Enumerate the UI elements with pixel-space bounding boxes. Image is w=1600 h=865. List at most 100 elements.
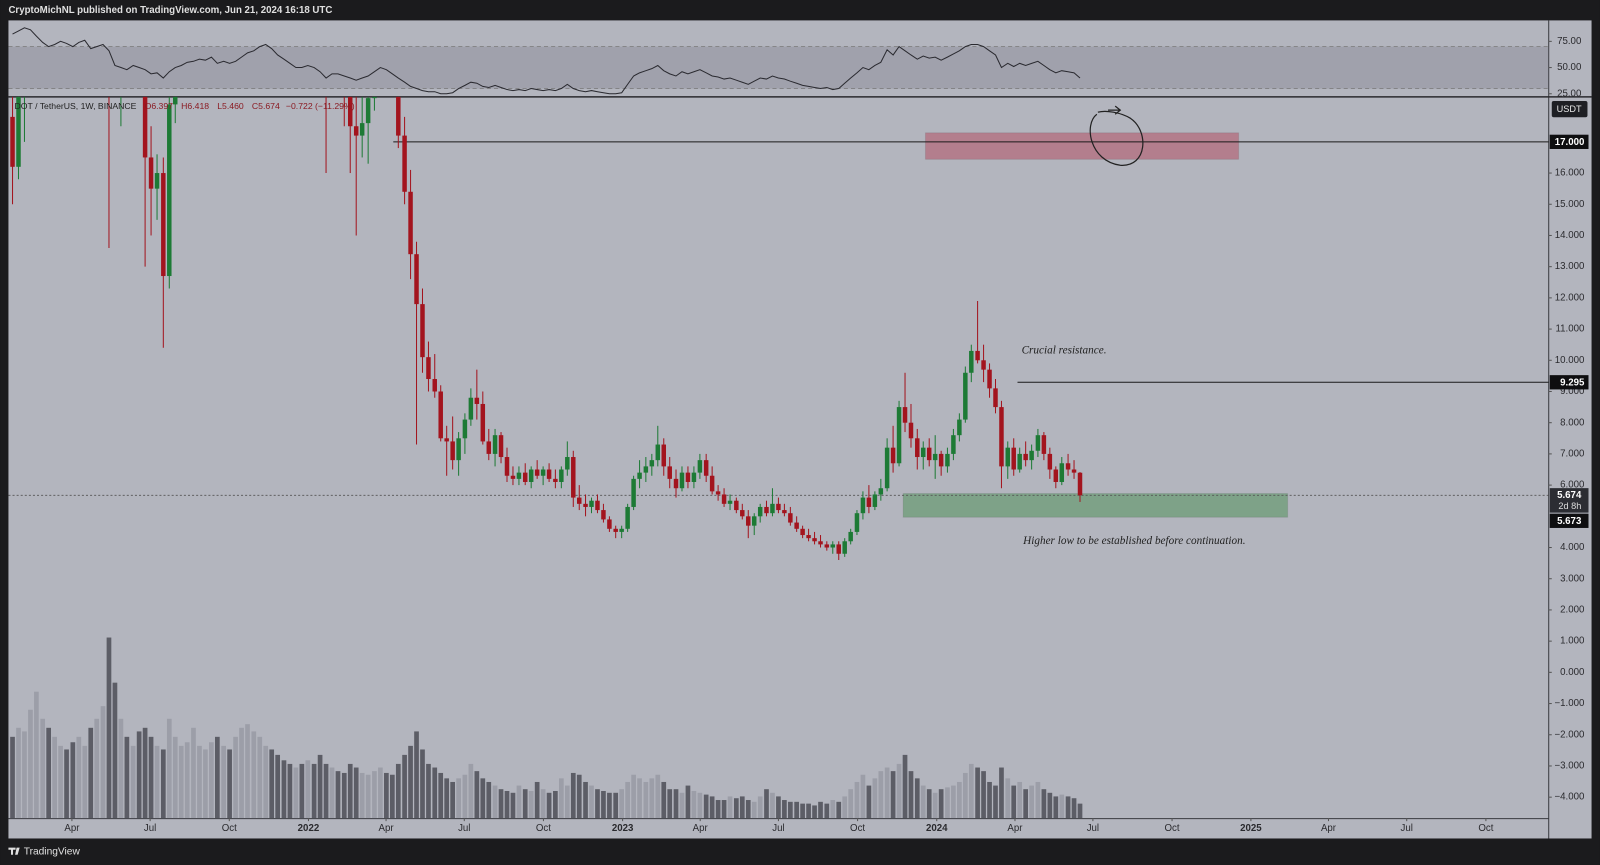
- volume-bar: [287, 763, 293, 819]
- volume-bar: [546, 792, 552, 819]
- volume-bar: [727, 796, 733, 819]
- volume-bar: [685, 785, 691, 819]
- candle-body: [522, 472, 528, 482]
- candle-body: [691, 472, 697, 482]
- x-tick-label: 2023: [612, 823, 634, 834]
- candle-body: [842, 541, 847, 554]
- candle-body: [824, 544, 830, 548]
- volume-bar: [100, 706, 106, 819]
- volume-bar: [1077, 803, 1083, 819]
- candle-body: [902, 407, 908, 423]
- y-tick-label: −1.000: [1555, 698, 1586, 709]
- candle-body: [655, 444, 661, 461]
- volume-bar: [293, 767, 299, 819]
- volume-bar: [999, 767, 1004, 819]
- x-tick-label: Apr: [64, 823, 80, 834]
- volume-bar: [703, 794, 709, 819]
- rsi-tick-label: 75.00: [1557, 36, 1582, 47]
- volume-bar: [679, 792, 685, 819]
- zone: [924, 132, 1240, 160]
- x-tick-label: 2025: [1240, 823, 1262, 834]
- volume-bar: [806, 803, 811, 819]
- x-tick-label: Oct: [536, 823, 551, 834]
- volume-bar: [920, 785, 926, 819]
- volume-bar: [1071, 798, 1077, 819]
- candle-body: [1005, 447, 1010, 467]
- candle-body: [848, 531, 853, 542]
- brand-name: TradingView: [24, 846, 81, 857]
- candle-body: [504, 457, 510, 476]
- volume-bar: [462, 774, 468, 819]
- volume-bar: [209, 742, 214, 819]
- volume-bar: [510, 792, 516, 819]
- candle-body: [975, 350, 980, 361]
- candle-body: [347, 96, 353, 127]
- y-tick-label: 14.000: [1555, 230, 1585, 241]
- candle-body: [908, 422, 914, 439]
- volume-bar: [480, 778, 486, 819]
- volume-bar: [46, 727, 52, 819]
- x-tick-label: Jul: [1087, 823, 1099, 834]
- volume-bar: [124, 736, 130, 819]
- volume-bar: [1017, 781, 1023, 819]
- volume-bar: [558, 778, 564, 819]
- volume-bar: [884, 767, 890, 819]
- candle-body: [1053, 469, 1059, 482]
- legend-item: DOT / TetherUS, 1W, BINANCE: [15, 101, 137, 111]
- x-tick-label: Apr: [1321, 823, 1337, 834]
- candle-body: [987, 369, 992, 389]
- price-badge: [1549, 134, 1589, 149]
- candle-body: [721, 494, 727, 504]
- candle-body: [583, 503, 588, 507]
- volume-bar: [118, 718, 124, 819]
- volume-bar: [317, 754, 323, 819]
- candle-body: [486, 441, 492, 454]
- volume-bar: [341, 772, 347, 819]
- volume-bar: [776, 796, 781, 819]
- candle-body: [800, 528, 805, 536]
- y-tick-label: −2.000: [1555, 729, 1586, 740]
- rsi-tick-label: 25.00: [1557, 88, 1582, 99]
- volume-bar: [28, 709, 33, 819]
- candle-body: [872, 494, 878, 507]
- y-tick-label: −4.000: [1555, 792, 1586, 803]
- volume-bar: [564, 785, 570, 819]
- volume-bar: [402, 754, 407, 819]
- y-tick-label: −3.000: [1555, 761, 1586, 772]
- volume-bar: [914, 778, 920, 819]
- volume-bar: [631, 774, 636, 819]
- candle-body: [661, 444, 667, 467]
- candle-body: [715, 491, 721, 495]
- volume-bar: [649, 778, 655, 819]
- x-tick-label: 2022: [298, 823, 320, 834]
- volume-bar: [932, 792, 938, 819]
- volume-bar: [794, 801, 799, 819]
- volume-bar: [553, 790, 558, 819]
- volume-bar: [347, 763, 353, 819]
- y-tick-label: 4.000: [1560, 542, 1585, 553]
- candle-body: [1071, 469, 1077, 473]
- candle-body: [1077, 472, 1083, 496]
- volume-bar: [570, 772, 576, 819]
- volume-bar: [583, 781, 588, 819]
- volume-bar: [739, 796, 745, 819]
- ref-price-badge: [1549, 513, 1589, 528]
- candle-body: [607, 519, 612, 529]
- candle-body: [1047, 453, 1053, 470]
- y-tick-label: 3.000: [1560, 573, 1585, 584]
- candle-body: [426, 357, 431, 380]
- candle-body: [697, 460, 703, 473]
- candle-body: [673, 478, 679, 489]
- candle-body: [703, 460, 709, 476]
- volume-bar: [474, 771, 480, 819]
- volume-bar: [836, 801, 842, 819]
- candle-body: [667, 466, 672, 479]
- volume-bar: [197, 745, 202, 819]
- candle-body: [154, 173, 160, 189]
- candle-body: [782, 510, 787, 514]
- candle-body: [951, 435, 956, 454]
- candle-body: [776, 503, 781, 511]
- volume-bar: [733, 798, 739, 819]
- candle-body: [420, 304, 425, 358]
